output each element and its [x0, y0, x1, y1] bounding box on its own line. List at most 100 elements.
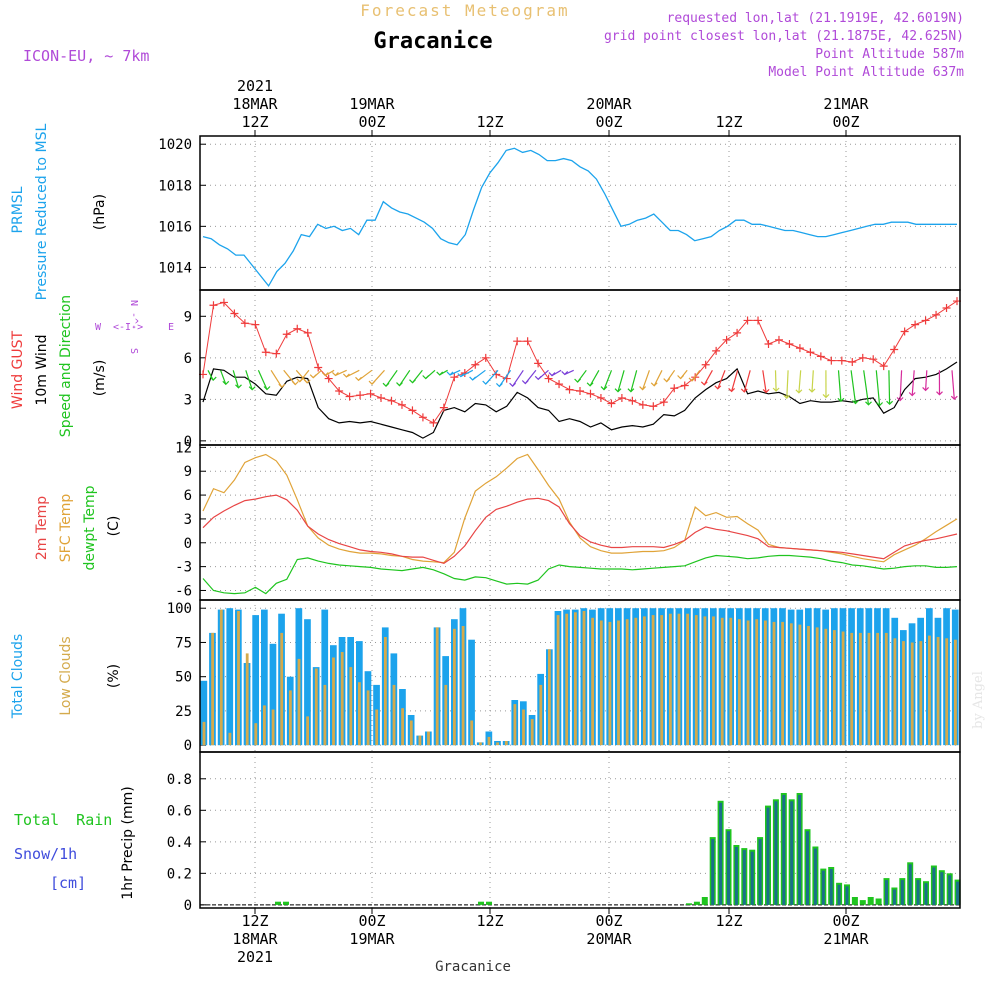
compass-s: S [128, 348, 139, 354]
low-cloud-bar [694, 615, 698, 746]
gust-marker [303, 328, 312, 337]
snow-bar [940, 872, 944, 905]
wind-arrow-head [740, 388, 748, 393]
pressure-panel: 1014 1016 1018 1020 [158, 135, 961, 291]
gust-marker [921, 316, 930, 325]
gust-marker [345, 392, 354, 401]
low-cloud-bar [928, 635, 931, 746]
pressure-label-2: Pressure Reduced to MSL [34, 123, 50, 300]
wind-speed-line [202, 361, 958, 439]
wind-arrow-head [886, 400, 894, 406]
wind-arrow-head [663, 378, 671, 383]
wind-arrow-head [639, 386, 647, 391]
snow-bar [932, 867, 936, 905]
snow-bar [766, 807, 770, 905]
low-cloud-bar [271, 709, 275, 746]
gust-marker [397, 400, 406, 409]
wind-arrow-head [495, 382, 503, 388]
wind-arrow-head [614, 388, 622, 393]
total-cloud-bar [269, 643, 277, 746]
gust-marker [240, 319, 249, 328]
rain-bar [851, 897, 858, 905]
temp2m-line [202, 494, 958, 565]
cloud-unit: (%) [106, 664, 122, 688]
wind-arrow-head [728, 387, 736, 393]
gust-marker [209, 301, 218, 310]
gust-marker [450, 373, 459, 382]
rain-bar [275, 901, 281, 905]
wind-arrow-head [457, 373, 465, 378]
wind-direction-arrow [911, 370, 915, 396]
low-cloud-bar [582, 611, 586, 746]
wind-arrow-head [688, 377, 696, 382]
low-cloud-bar [807, 626, 810, 746]
low-cloud-bar [772, 621, 776, 746]
low-cloud-bar [850, 632, 854, 746]
gust-marker [617, 393, 626, 402]
low-cloud-bar [358, 682, 361, 746]
wind-arrow-head [509, 382, 517, 388]
low-cloud-bar [392, 684, 396, 746]
wind-arrow-head [222, 380, 230, 386]
compass-rose: W <-I-> E N -^- S [95, 300, 174, 354]
bottom-time-label: 00Z [595, 912, 622, 930]
rain-bar [693, 901, 700, 905]
wind-label-3: Speed and Direction [58, 295, 74, 437]
gust-marker [774, 335, 783, 344]
low-cloud-bar [237, 611, 240, 746]
cloud-label-2: Low Clouds [58, 636, 74, 715]
pressure-unit: (hPa) [92, 194, 108, 230]
low-cloud-bar [677, 613, 681, 746]
gust-marker [596, 393, 605, 402]
gust-marker [806, 348, 815, 357]
temp-labels: 2m Temp SFC Temp dewpt Temp (C) [34, 485, 122, 570]
wind-direction-arrow [245, 370, 253, 390]
gust-marker [314, 363, 323, 372]
precip-panel: 0 0.2 0.4 0.6 0.8 [167, 751, 961, 914]
low-cloud-bar [669, 613, 672, 746]
low-cloud-bar [202, 721, 206, 746]
snow-bar [711, 839, 715, 905]
precip-unit: 1hr Precip (mm) [120, 786, 136, 899]
wind-gust-line [202, 300, 958, 424]
wind-arrow-head [600, 386, 608, 391]
y-tick-label: 50 [175, 670, 192, 686]
precip-label-snow: Snow/1h [14, 845, 77, 863]
low-cloud-bar [332, 657, 335, 746]
gust-marker [481, 353, 490, 362]
gust-marker [219, 298, 228, 307]
low-cloud-bar [340, 652, 344, 746]
wind-arrow-head [837, 397, 845, 403]
bottom-time-label: 12Z [715, 912, 742, 930]
y-tick-label: 6 [184, 488, 192, 504]
pressure-labels: PRMSL Pressure Reduced to MSL (hPa) [10, 123, 108, 300]
snow-bar [734, 847, 738, 905]
low-cloud-bar [954, 639, 957, 746]
bottom-time-label: 00Z [358, 912, 385, 930]
low-cloud-bar [453, 628, 456, 746]
compass-ns-arrow: -^- [128, 312, 139, 330]
low-cloud-bar [893, 638, 897, 746]
top-time-label: 12Z [241, 113, 268, 131]
total-cloud-bar [261, 609, 268, 746]
gust-marker [837, 356, 846, 365]
snow-bar [774, 801, 778, 905]
requested-coords: requested lon,lat (21.1919E, 42.6019N) [667, 11, 964, 26]
wind-arrow-head [291, 381, 299, 386]
y-tick-label: 0 [184, 738, 192, 754]
model-label: ICON-EU, ~ 7km [23, 47, 149, 65]
wind-arrow-head [309, 374, 317, 379]
total-cloud-bar [321, 609, 329, 746]
low-cloud-bar [841, 631, 845, 746]
y-tick-label: 25 [175, 704, 192, 720]
low-cloud-bar [548, 649, 551, 746]
total-cloud-bar [200, 680, 208, 746]
gridpoint-coords: grid point closest lon,lat (21.1875E, 42… [604, 29, 964, 44]
snow-bar [821, 870, 825, 905]
wind-arrow-head [355, 376, 362, 382]
gust-marker [607, 399, 616, 408]
low-cloud-bar [409, 720, 413, 746]
wind-arrow-head [321, 372, 329, 377]
y-tick-label: 1020 [158, 137, 192, 153]
y-tick-label: 9 [184, 464, 192, 480]
